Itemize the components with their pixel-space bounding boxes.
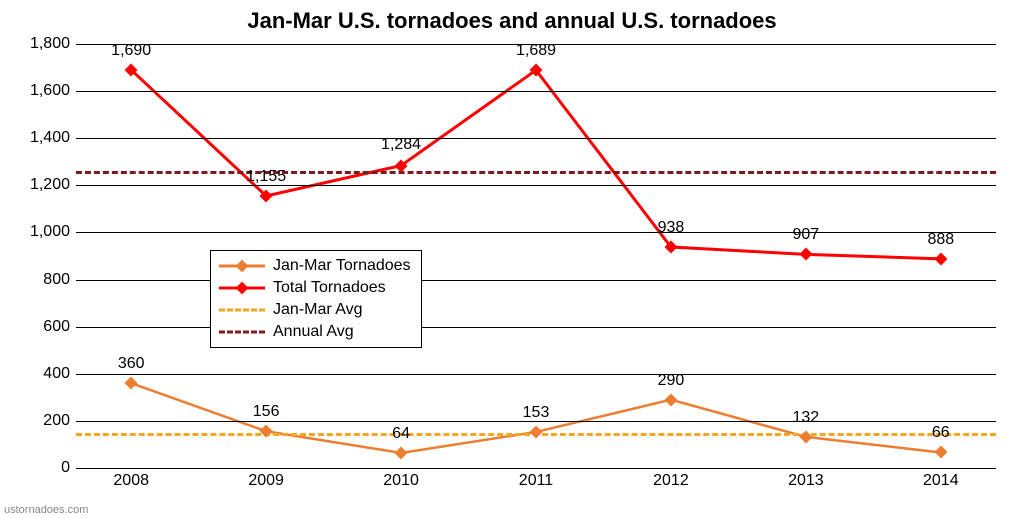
- x-tick-label: 2008: [113, 472, 149, 490]
- gridline: [76, 91, 996, 92]
- x-tick-label: 2010: [383, 472, 419, 490]
- legend-item: Jan-Mar Tornadoes: [219, 255, 411, 277]
- y-tick-label: 1,400: [10, 129, 70, 147]
- data-label: 156: [253, 403, 280, 421]
- data-label: 938: [658, 219, 685, 237]
- data-label: 64: [392, 425, 410, 443]
- data-label: 1,284: [381, 136, 421, 154]
- y-tick-label: 600: [10, 318, 70, 336]
- legend-label: Annual Avg: [273, 323, 354, 341]
- y-tick-label: 800: [10, 271, 70, 289]
- data-label: 1,155: [246, 168, 286, 186]
- avg-line: [76, 171, 996, 174]
- data-label: 153: [523, 404, 550, 422]
- x-tick-label: 2011: [519, 472, 553, 490]
- gridline: [76, 374, 996, 375]
- gridline: [76, 468, 996, 469]
- x-tick-label: 2009: [248, 472, 284, 490]
- data-label: 1,689: [516, 42, 556, 60]
- x-tick-label: 2012: [653, 472, 689, 490]
- legend-item: Total Tornadoes: [219, 277, 411, 299]
- legend-label: Jan-Mar Tornadoes: [273, 257, 411, 275]
- legend: Jan-Mar Tornadoes Total Tornadoes Jan-Mar …: [210, 250, 422, 348]
- x-tick-label: 2013: [788, 472, 824, 490]
- y-tick-label: 200: [10, 412, 70, 430]
- legend-swatch: [219, 324, 265, 340]
- y-tick-label: 1,000: [10, 223, 70, 241]
- data-label: 66: [932, 424, 950, 442]
- y-tick-label: 1,200: [10, 176, 70, 194]
- gridline: [76, 138, 996, 139]
- y-tick-label: 1,800: [10, 35, 70, 53]
- y-tick-label: 1,600: [10, 82, 70, 100]
- gridline: [76, 232, 996, 233]
- data-label: 290: [658, 372, 685, 390]
- data-label: 907: [793, 226, 820, 244]
- chart-title: Jan-Mar U.S. tornadoes and annual U.S. t…: [0, 8, 1024, 34]
- source-label: ustornadoes.com: [4, 504, 88, 516]
- data-label: 360: [118, 355, 145, 373]
- legend-item: Jan-Mar Avg: [219, 299, 411, 321]
- legend-swatch: [219, 280, 265, 296]
- gridline: [76, 185, 996, 186]
- legend-swatch: [219, 302, 265, 318]
- legend-label: Jan-Mar Avg: [273, 301, 363, 319]
- legend-swatch: [219, 258, 265, 274]
- data-label: 132: [793, 409, 820, 427]
- legend-label: Total Tornadoes: [273, 279, 386, 297]
- x-tick-label: 2014: [923, 472, 959, 490]
- data-label: 1,690: [111, 42, 151, 60]
- legend-item: Annual Avg: [219, 321, 411, 343]
- tornado-chart: Jan-Mar U.S. tornadoes and annual U.S. t…: [0, 0, 1024, 518]
- y-tick-label: 400: [10, 365, 70, 383]
- y-tick-label: 0: [10, 459, 70, 477]
- data-label: 888: [927, 231, 954, 249]
